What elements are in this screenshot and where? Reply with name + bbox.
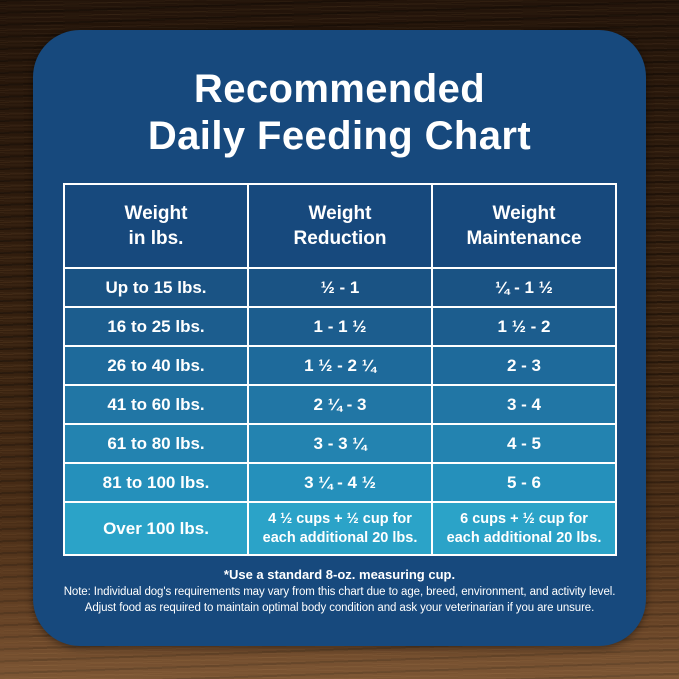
row-5-maintenance-cell: 4 - 5 [433, 425, 615, 462]
disclaimer-line2: Adjust food as required to maintain opti… [84, 602, 595, 614]
row-6-maintenance-cell: 5 - 6 [433, 464, 615, 501]
row-4-reduction-cell: 2 ¼ - 3 [249, 386, 431, 423]
measuring-cup-note: *Use a standard 8-oz. measuring cup. [223, 567, 456, 582]
row-6-weight-cell: 81 to 100 lbs. [65, 464, 247, 501]
header-maintenance-line1: Weight [492, 202, 556, 224]
row-7-maintenance-line2: each additional 20 lbs. [446, 529, 602, 546]
feeding-table: Weight in lbs. Weight Reduction Weight M… [63, 183, 617, 556]
row-5-reduction-cell: 3 - 3 ¼ [249, 425, 431, 462]
row-2-reduction-cell: 1 - 1 ½ [249, 308, 431, 345]
row-3-reduction-cell: 1 ½ - 2 ¼ [249, 347, 431, 384]
row-7-reduction-cell: 4 ½ cups + ½ cup for each additional 20 … [249, 503, 431, 554]
feeding-chart-card: Recommended Daily Feeding Chart Weight i… [33, 30, 646, 646]
header-cell-weight-in-lbs: Weight in lbs. [65, 185, 247, 267]
row-2-maintenance-cell: 1 ½ - 2 [433, 308, 615, 345]
header-cell-weight-reduction: Weight Reduction [249, 185, 431, 267]
row-1-weight-cell: Up to 15 lbs. [65, 269, 247, 306]
header-cell-weight-maintenance: Weight Maintenance [433, 185, 615, 267]
page-title-line2: Daily Feeding Chart [147, 113, 532, 158]
row-6-reduction-cell: 3 ¼ - 4 ½ [249, 464, 431, 501]
header-reduction-line2: Reduction [293, 228, 387, 249]
row-1-maintenance-cell: ¼ - 1 ½ [433, 269, 615, 306]
page-title: Recommended Daily Feeding Chart [33, 66, 646, 160]
row-3-weight-cell: 26 to 40 lbs. [65, 347, 247, 384]
footnotes: *Use a standard 8-oz. measuring cup. Not… [33, 567, 646, 616]
header-maintenance-line2: Maintenance [466, 228, 582, 249]
row-7-maintenance-cell: 6 cups + ½ cup for each additional 20 lb… [433, 503, 615, 554]
header-reduction-line1: Weight [308, 202, 372, 224]
page-title-line1: Recommended [193, 67, 486, 111]
header-weight-line1: Weight [124, 202, 188, 224]
header-weight-line2: in lbs. [128, 228, 184, 249]
row-7-maintenance-line1: 6 cups + ½ cup for [460, 510, 588, 527]
row-4-maintenance-cell: 3 - 4 [433, 386, 615, 423]
row-5-weight-cell: 61 to 80 lbs. [65, 425, 247, 462]
row-3-maintenance-cell: 2 - 3 [433, 347, 615, 384]
row-1-reduction-cell: ½ - 1 [249, 269, 431, 306]
row-7-reduction-line2: each additional 20 lbs. [262, 529, 418, 546]
row-7-reduction-line1: 4 ½ cups + ½ cup for [268, 510, 412, 527]
row-2-weight-cell: 16 to 25 lbs. [65, 308, 247, 345]
disclaimer-line1: Note: Individual dog's requirements may … [63, 586, 616, 598]
row-7-weight-cell: Over 100 lbs. [65, 503, 247, 554]
row-4-weight-cell: 41 to 60 lbs. [65, 386, 247, 423]
